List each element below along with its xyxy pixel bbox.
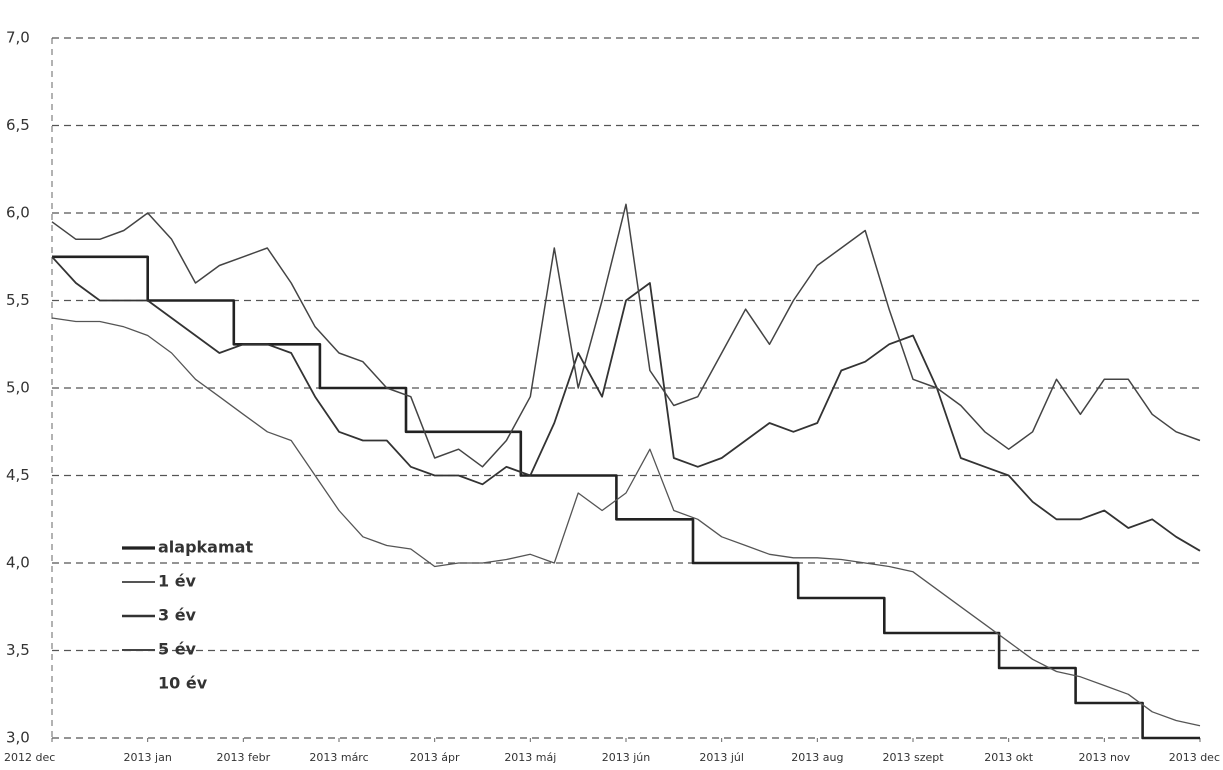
- x-tick-label: 2012 dec: [4, 751, 55, 764]
- x-tick-label: 2013 jún: [602, 751, 651, 764]
- y-tick-label: 4,0: [6, 554, 30, 572]
- x-tick-label: 2013 márc: [309, 751, 368, 764]
- legend-label: 5 év: [158, 640, 197, 659]
- legend-label: 10 év: [158, 674, 208, 693]
- y-tick-label: 3,0: [6, 729, 30, 747]
- x-tick-label: 2013 szept: [882, 751, 944, 764]
- y-tick-label: 6,5: [6, 116, 30, 134]
- x-tick-label: 2013 ápr: [410, 751, 460, 764]
- x-tick-label: 2013 jan: [124, 751, 172, 764]
- x-tick-label: 2013 júl: [699, 751, 744, 764]
- x-tick-label: 2013 aug: [791, 751, 843, 764]
- y-tick-label: 3,5: [6, 641, 30, 659]
- y-tick-label: 5,0: [6, 379, 30, 397]
- legend-label: 3 év: [158, 606, 197, 625]
- series-line: [51, 256, 1201, 552]
- x-tick-label: 2013 dec: [1169, 751, 1220, 764]
- y-tick-label: 4,5: [6, 466, 30, 484]
- y-tick-label: 6,0: [6, 204, 30, 222]
- legend-label: 1 év: [158, 572, 197, 591]
- y-tick-label: 5,5: [6, 291, 30, 309]
- x-tick-label: 2013 febr: [217, 751, 271, 764]
- series-line: [51, 317, 1201, 727]
- x-tick-label: 2013 máj: [504, 751, 556, 764]
- series-line: [51, 203, 1201, 468]
- x-tick-label: 2013 okt: [984, 751, 1034, 764]
- x-tick-label: 2013 nov: [1078, 751, 1130, 764]
- y-tick-label: 7,0: [6, 29, 30, 47]
- legend-label: alapkamat: [158, 538, 253, 557]
